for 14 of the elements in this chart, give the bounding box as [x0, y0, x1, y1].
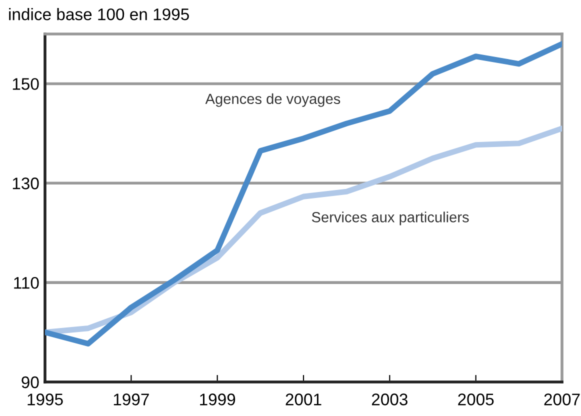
- x-tick-label: 2007: [544, 394, 580, 406]
- series-label: Services aux particuliers: [312, 212, 469, 226]
- y-tick-label: 150: [12, 78, 39, 90]
- x-tick-label: 2005: [458, 394, 494, 406]
- y-tick-label: 110: [14, 276, 39, 289]
- chart-title: indice base 100 en 1995: [9, 8, 189, 20]
- x-tick-label: 2001: [286, 394, 322, 406]
- x-tick-label: 1999: [200, 394, 236, 406]
- y-tick-label: 90: [22, 376, 39, 388]
- x-tick-label: 1995: [28, 394, 63, 406]
- series-label: Agences de voyages: [205, 93, 340, 107]
- x-tick-label: 1997: [114, 394, 149, 406]
- y-tick-label: 130: [12, 178, 39, 190]
- x-tick-label: 2003: [372, 394, 408, 406]
